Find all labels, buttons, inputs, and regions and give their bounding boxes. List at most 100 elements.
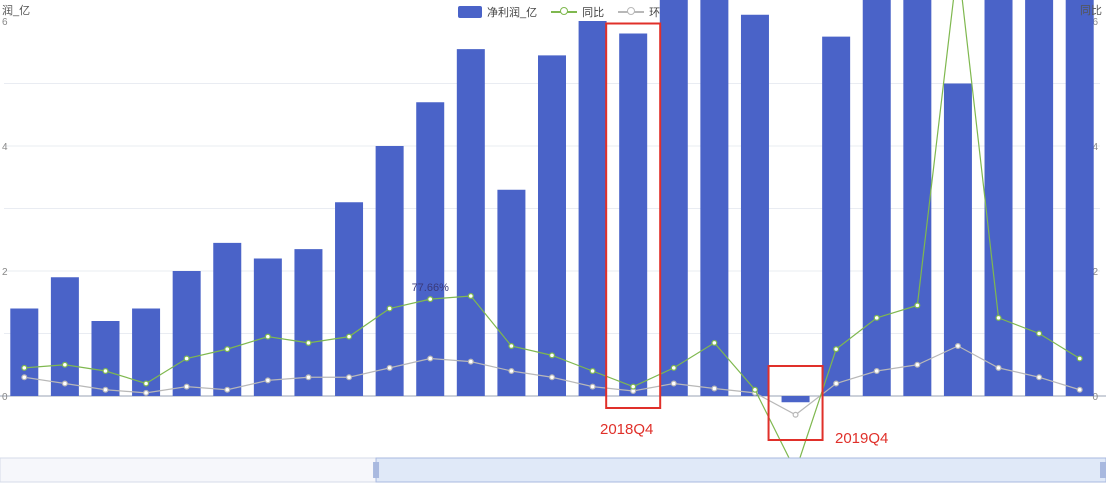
yoy-point[interactable] bbox=[995, 314, 1002, 321]
y-tick-label-left: 6 bbox=[2, 17, 8, 28]
qoq-point[interactable] bbox=[183, 383, 190, 390]
yoy-point[interactable] bbox=[1076, 355, 1083, 362]
yoy-point[interactable] bbox=[711, 339, 718, 346]
yoy-point[interactable] bbox=[102, 368, 109, 375]
bar[interactable] bbox=[213, 242, 242, 396]
bar[interactable] bbox=[253, 258, 282, 397]
bar[interactable] bbox=[903, 0, 932, 396]
bar[interactable] bbox=[10, 308, 39, 397]
qoq-point[interactable] bbox=[224, 386, 231, 393]
yoy-point[interactable] bbox=[670, 364, 677, 371]
yoy-point[interactable] bbox=[548, 352, 555, 359]
bar[interactable] bbox=[578, 21, 607, 396]
qoq-point[interactable] bbox=[1076, 386, 1083, 393]
callout-box bbox=[767, 365, 824, 441]
qoq-point[interactable] bbox=[61, 380, 68, 387]
yoy-point[interactable] bbox=[21, 364, 28, 371]
y-tick-label-right: 0 bbox=[1092, 392, 1098, 403]
qoq-point[interactable] bbox=[792, 411, 799, 418]
bar[interactable] bbox=[822, 36, 851, 396]
bar[interactable] bbox=[943, 83, 972, 397]
yoy-point[interactable] bbox=[833, 346, 840, 353]
yoy-point[interactable] bbox=[143, 380, 150, 387]
yoy-point[interactable] bbox=[751, 386, 758, 393]
yoy-point[interactable] bbox=[305, 339, 312, 346]
zoom-slider-window[interactable] bbox=[375, 457, 1106, 483]
qoq-point[interactable] bbox=[346, 374, 353, 381]
yoy-point[interactable] bbox=[264, 333, 271, 340]
yoy-point[interactable] bbox=[61, 361, 68, 368]
qoq-point[interactable] bbox=[21, 374, 28, 381]
bar[interactable] bbox=[172, 271, 201, 396]
qoq-point[interactable] bbox=[467, 358, 474, 365]
yoy-point[interactable] bbox=[873, 314, 880, 321]
yoy-point[interactable] bbox=[1036, 330, 1043, 337]
bar-swatch-icon bbox=[458, 6, 482, 18]
legend: 净利润_亿 同比 环 bbox=[458, 4, 660, 20]
y-tick-label-left: 4 bbox=[2, 142, 8, 153]
bar[interactable] bbox=[700, 0, 729, 396]
qoq-point[interactable] bbox=[711, 385, 718, 392]
bar[interactable] bbox=[50, 277, 79, 396]
qoq-point[interactable] bbox=[102, 386, 109, 393]
legend-item-bars[interactable]: 净利润_亿 bbox=[458, 4, 537, 20]
bar[interactable] bbox=[456, 49, 485, 396]
bar[interactable] bbox=[1025, 0, 1054, 396]
bar[interactable] bbox=[619, 33, 648, 397]
qoq-point[interactable] bbox=[386, 364, 393, 371]
qoq-point[interactable] bbox=[1036, 374, 1043, 381]
zoom-handle-left[interactable] bbox=[373, 462, 380, 478]
legend-item-yoy[interactable]: 同比 bbox=[551, 4, 604, 20]
bar[interactable] bbox=[91, 321, 120, 396]
bar[interactable] bbox=[538, 55, 566, 396]
bar[interactable] bbox=[862, 0, 891, 396]
yoy-point[interactable] bbox=[508, 343, 515, 350]
bar[interactable] bbox=[416, 102, 445, 396]
qoq-point[interactable] bbox=[833, 380, 840, 387]
left-axis-name: 润_亿 bbox=[2, 5, 31, 17]
bar[interactable] bbox=[1065, 0, 1094, 396]
line-swatch-icon bbox=[551, 6, 578, 18]
qoq-point[interactable] bbox=[508, 368, 515, 375]
qoq-point[interactable] bbox=[143, 389, 150, 396]
yoy-point[interactable] bbox=[914, 302, 921, 309]
callout-label-2018q4: 2018Q4 bbox=[600, 421, 654, 438]
y-tick-label-left: 0 bbox=[2, 392, 8, 403]
yoy-point[interactable] bbox=[183, 355, 190, 362]
qoq-point[interactable] bbox=[670, 380, 677, 387]
legend-qoq-label: 环 bbox=[649, 7, 661, 19]
y-tick-label-right: 2 bbox=[1092, 267, 1098, 278]
qoq-point[interactable] bbox=[914, 361, 921, 368]
qoq-point[interactable] bbox=[589, 383, 596, 390]
yoy-point[interactable] bbox=[224, 346, 231, 353]
bar[interactable] bbox=[984, 0, 1013, 396]
qoq-point[interactable] bbox=[264, 377, 271, 384]
yoy-point[interactable] bbox=[386, 305, 393, 312]
data-label: 77.66% bbox=[412, 282, 450, 294]
yoy-point[interactable] bbox=[346, 333, 353, 340]
qoq-point[interactable] bbox=[548, 374, 555, 381]
qoq-point[interactable] bbox=[995, 364, 1002, 371]
qoq-point[interactable] bbox=[305, 374, 312, 381]
yoy-point[interactable] bbox=[589, 368, 596, 375]
qoq-point[interactable] bbox=[873, 368, 880, 375]
bar[interactable] bbox=[659, 0, 688, 396]
yoy-point[interactable] bbox=[467, 293, 474, 300]
zoom-handle-right[interactable] bbox=[1100, 462, 1106, 478]
bar[interactable] bbox=[740, 14, 769, 396]
legend-item-qoq[interactable]: 环 bbox=[618, 4, 660, 20]
yoy-point[interactable] bbox=[427, 296, 434, 303]
bar[interactable] bbox=[781, 396, 810, 403]
y-tick-label-right: 6 bbox=[1092, 17, 1098, 28]
bar[interactable] bbox=[497, 189, 526, 396]
bar[interactable] bbox=[294, 249, 323, 396]
legend-bar-label: 净利润_亿 bbox=[487, 7, 538, 19]
bar[interactable] bbox=[375, 146, 404, 396]
qoq-point[interactable] bbox=[954, 343, 961, 350]
qoq-point[interactable] bbox=[427, 355, 434, 362]
bar[interactable] bbox=[335, 202, 364, 396]
yoy-point[interactable] bbox=[630, 383, 637, 390]
y-tick-label-right: 4 bbox=[1092, 142, 1098, 153]
